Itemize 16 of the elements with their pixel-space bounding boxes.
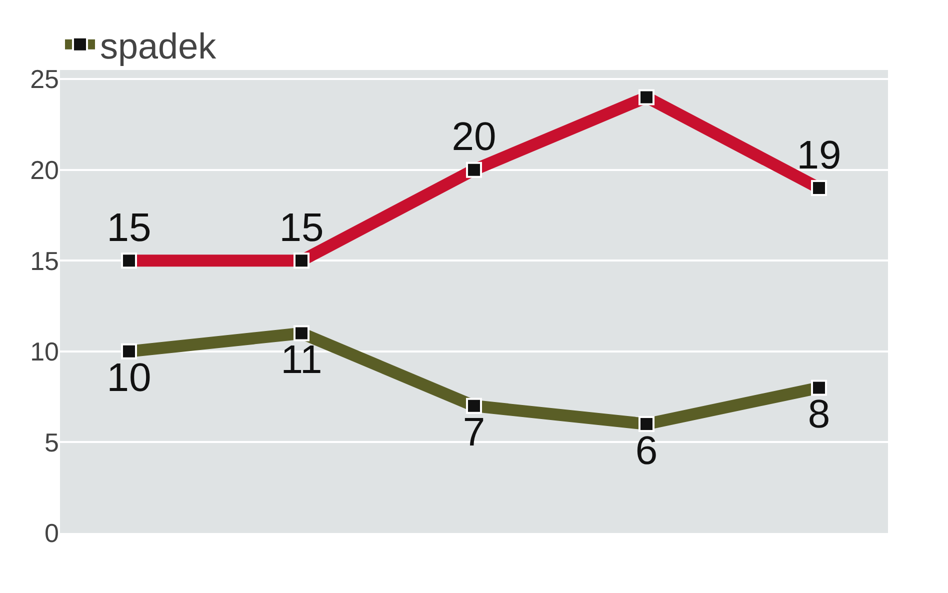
data-label: 8 xyxy=(808,392,830,436)
data-label: 7 xyxy=(462,410,486,455)
y-tick-label: 25 xyxy=(30,64,59,94)
y-tick-label: 10 xyxy=(30,336,59,367)
y-tick-label: 5 xyxy=(44,427,59,458)
legend-label: spadek xyxy=(100,25,218,66)
data-label: 11 xyxy=(280,338,322,382)
data-label: 10 xyxy=(106,356,152,400)
data-label: 6 xyxy=(635,428,658,473)
y-tick-label: 20 xyxy=(30,154,59,185)
y-tick-label: 0 xyxy=(44,518,59,548)
data-label: 15 xyxy=(279,206,324,250)
data-label: 20 xyxy=(452,115,496,160)
data-label: 15 xyxy=(106,206,152,250)
y-tick-label: 15 xyxy=(30,246,59,276)
data-label: 19 xyxy=(796,133,842,178)
